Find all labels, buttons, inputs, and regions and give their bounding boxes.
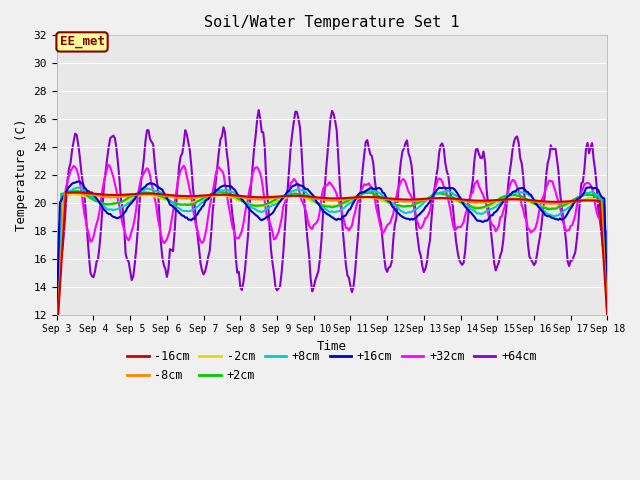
-8cm <box>157 192 164 198</box>
-2cm <box>70 192 77 197</box>
+2cm <box>399 204 406 209</box>
Line: +16cm: +16cm <box>57 181 607 315</box>
+32cm <box>399 177 406 182</box>
Line: -2cm: -2cm <box>57 194 607 339</box>
+16cm <box>74 179 82 184</box>
-2cm <box>399 204 406 210</box>
+16cm <box>68 181 76 187</box>
-2cm <box>368 195 376 201</box>
-2cm <box>538 204 545 209</box>
+8cm <box>68 187 76 193</box>
Line: -8cm: -8cm <box>57 193 607 338</box>
+8cm <box>387 199 394 205</box>
+32cm <box>105 162 113 168</box>
-8cm <box>399 199 406 204</box>
+2cm <box>157 193 164 199</box>
+32cm <box>157 230 164 236</box>
+8cm <box>604 293 611 299</box>
-16cm <box>70 190 77 195</box>
-16cm <box>68 190 76 195</box>
-2cm <box>157 196 164 202</box>
-2cm <box>68 192 76 197</box>
+2cm <box>68 188 76 194</box>
-8cm <box>538 200 545 206</box>
-16cm <box>368 194 376 200</box>
+64cm <box>604 261 611 267</box>
-16cm <box>399 196 406 202</box>
-16cm <box>53 335 61 340</box>
+64cm <box>538 221 545 227</box>
+16cm <box>538 208 545 214</box>
+64cm <box>399 148 406 154</box>
+32cm <box>604 284 611 289</box>
+64cm <box>387 264 394 270</box>
+8cm <box>538 206 545 212</box>
-8cm <box>53 335 61 341</box>
+32cm <box>53 284 61 289</box>
-16cm <box>604 315 611 321</box>
+16cm <box>53 312 61 318</box>
Y-axis label: Temperature (C): Temperature (C) <box>15 119 28 231</box>
+16cm <box>604 309 611 315</box>
+8cm <box>368 188 376 194</box>
+8cm <box>157 190 164 195</box>
+8cm <box>76 185 84 191</box>
+64cm <box>368 153 376 159</box>
Legend: -16cm, -8cm, -2cm, +2cm, +8cm, +16cm, +32cm, +64cm: -16cm, -8cm, -2cm, +2cm, +8cm, +16cm, +3… <box>122 346 541 387</box>
+2cm <box>387 200 394 205</box>
Text: EE_met: EE_met <box>60 36 104 48</box>
+8cm <box>53 338 61 344</box>
+32cm <box>68 166 76 171</box>
+16cm <box>368 185 376 191</box>
+16cm <box>399 214 406 220</box>
+16cm <box>387 199 394 204</box>
-2cm <box>604 306 611 312</box>
-16cm <box>387 196 394 202</box>
+2cm <box>604 319 611 325</box>
Line: +2cm: +2cm <box>57 191 607 322</box>
Line: +32cm: +32cm <box>57 165 607 287</box>
+2cm <box>53 315 61 321</box>
+64cm <box>255 107 262 113</box>
+16cm <box>157 186 164 192</box>
+8cm <box>399 208 406 214</box>
+64cm <box>53 298 61 303</box>
+32cm <box>368 184 376 190</box>
Line: +64cm: +64cm <box>57 110 607 300</box>
+64cm <box>68 147 76 153</box>
-16cm <box>157 192 164 197</box>
-8cm <box>387 197 394 203</box>
-16cm <box>538 198 545 204</box>
-8cm <box>70 190 77 196</box>
-2cm <box>53 336 61 342</box>
Title: Soil/Water Temperature Set 1: Soil/Water Temperature Set 1 <box>204 15 460 30</box>
Line: +8cm: +8cm <box>57 188 607 341</box>
+2cm <box>70 188 77 194</box>
-8cm <box>368 194 376 200</box>
Line: -16cm: -16cm <box>57 192 607 337</box>
-8cm <box>604 311 611 317</box>
X-axis label: Time: Time <box>317 340 347 353</box>
+32cm <box>387 220 394 226</box>
+2cm <box>368 190 376 196</box>
+2cm <box>538 204 545 210</box>
-8cm <box>68 190 76 196</box>
+64cm <box>156 210 163 216</box>
-2cm <box>387 200 394 206</box>
+32cm <box>538 197 545 203</box>
